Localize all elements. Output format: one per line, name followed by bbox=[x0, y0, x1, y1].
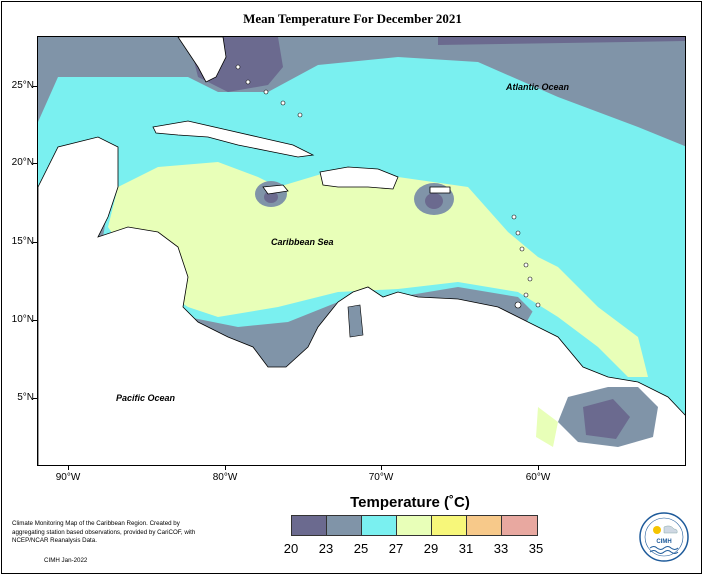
legend-swatch bbox=[292, 516, 327, 535]
bahamas bbox=[235, 64, 303, 118]
guianas-warm-pocket bbox=[536, 407, 558, 447]
guianas-land-cold bbox=[583, 399, 630, 439]
land-jamaica bbox=[262, 184, 289, 195]
lon-tickmark bbox=[68, 466, 69, 470]
land-cuba bbox=[152, 120, 315, 158]
map-panel: Atlantic Ocean Caribbean Sea Pacific Oce… bbox=[37, 36, 686, 466]
label-atlantic-ocean: Atlantic Ocean bbox=[506, 82, 570, 92]
lon-tickmark bbox=[225, 466, 226, 470]
legend-value: 35 bbox=[528, 541, 544, 556]
lat-tickmark bbox=[33, 86, 37, 87]
land-florida bbox=[177, 37, 227, 83]
legend-value: 27 bbox=[388, 541, 404, 556]
cool-core-jamaica bbox=[264, 191, 278, 203]
lat-tickmark bbox=[33, 320, 37, 321]
legend-value: 20 bbox=[283, 541, 299, 556]
cool-core-hispaniola bbox=[425, 193, 443, 209]
legend-value: 29 bbox=[423, 541, 439, 556]
lon-tickmark bbox=[381, 466, 382, 470]
lat-tick-20n: 20°N bbox=[11, 157, 34, 168]
issuer-text: CIMH Jan-2022 bbox=[44, 557, 88, 564]
legend-swatch bbox=[502, 516, 537, 535]
lat-tick-10n: 10°N bbox=[11, 314, 34, 325]
map-title: Mean Temperature For December 2021 bbox=[243, 11, 462, 26]
lat-tick-5n: 5°N bbox=[17, 392, 34, 403]
label-pacific-ocean: Pacific Ocean bbox=[116, 393, 176, 403]
land-hispaniola bbox=[319, 166, 399, 190]
lon-tick-90w: 90°W bbox=[55, 472, 81, 483]
lon-tick-60w: 60°W bbox=[525, 472, 551, 483]
lon-tick-70w: 70°W bbox=[368, 472, 394, 483]
legend-swatch bbox=[327, 516, 362, 535]
legend-swatch bbox=[467, 516, 502, 535]
lon-tickmark bbox=[538, 466, 539, 470]
lat-tickmark bbox=[33, 242, 37, 243]
legend-swatch bbox=[397, 516, 432, 535]
cimh-logo: CIMH bbox=[638, 511, 690, 563]
zone-20-23-top bbox=[438, 37, 685, 45]
lat-tickmark bbox=[33, 398, 37, 399]
legend-title: Temperature (˚C) bbox=[350, 494, 470, 511]
legend-swatch bbox=[362, 516, 397, 535]
lat-tickmark bbox=[33, 163, 37, 164]
land-central-south-america bbox=[38, 136, 685, 465]
land-puerto-rico bbox=[429, 186, 451, 194]
lat-tick-15n: 15°N bbox=[11, 236, 34, 247]
zone-27-29 bbox=[108, 162, 648, 377]
legend-value: 31 bbox=[458, 541, 474, 556]
temperature-map bbox=[38, 37, 685, 465]
lake-maracaibo-overlay bbox=[347, 304, 364, 338]
legend-value: 23 bbox=[318, 541, 334, 556]
legend-value: 33 bbox=[493, 541, 509, 556]
label-caribbean-sea: Caribbean Sea bbox=[271, 237, 334, 247]
legend-color-bar bbox=[291, 515, 538, 536]
lesser-antilles bbox=[511, 214, 541, 309]
legend-value: 25 bbox=[353, 541, 369, 556]
logo-text: CIMH bbox=[656, 539, 671, 545]
credit-text: Climate Monitoring Map of the Caribbean … bbox=[12, 520, 196, 544]
legend-swatch bbox=[432, 516, 467, 535]
lat-tick-25n: 25°N bbox=[11, 80, 34, 91]
lon-tick-80w: 80°W bbox=[212, 472, 238, 483]
